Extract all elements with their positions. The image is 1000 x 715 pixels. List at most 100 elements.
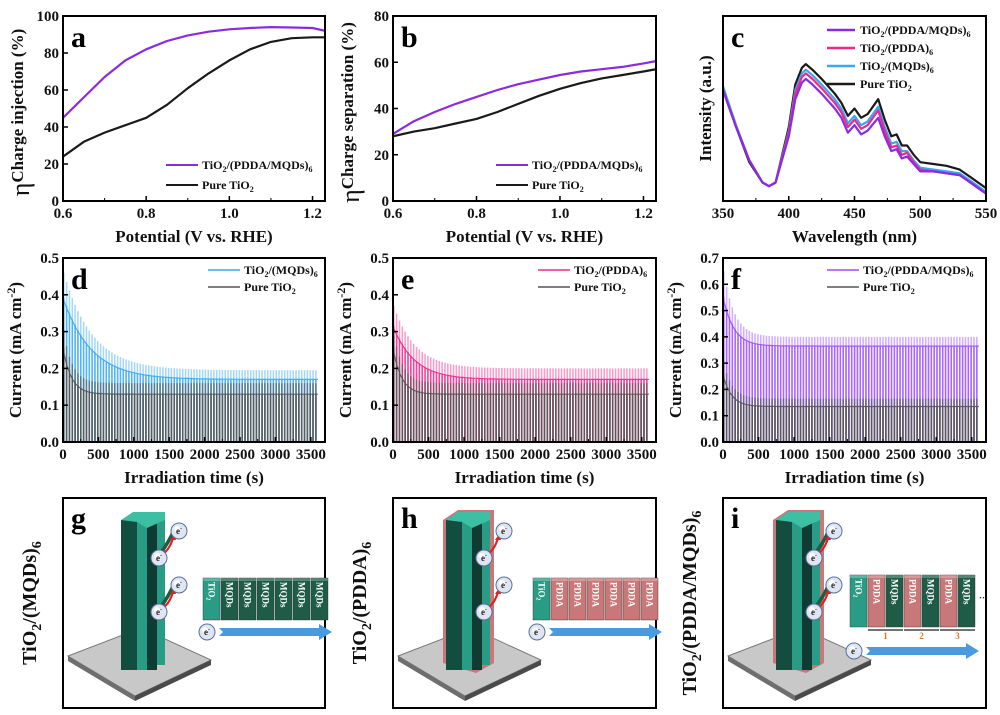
- y-tick-label: 0.4: [40, 288, 59, 304]
- current-pulse-body: [159, 394, 161, 442]
- text-span: 2: [250, 185, 254, 194]
- text-span: Intensity (a.u.): [696, 55, 715, 161]
- series-envelope: [393, 348, 649, 395]
- current-pulse-body: [774, 406, 776, 442]
- current-pulse-body: [515, 394, 517, 442]
- layer-block-label: PDDA: [645, 582, 655, 607]
- electron-highlight: [499, 580, 505, 586]
- current-pulse-body: [822, 346, 825, 442]
- electron-icon: e-: [528, 623, 546, 641]
- current-pulse-body: [879, 406, 881, 442]
- x-tick-label: 1.2: [303, 206, 322, 222]
- text-span: -: [505, 580, 507, 586]
- series-envelope: [63, 348, 318, 395]
- current-pulse-body: [885, 406, 887, 442]
- text-span: 2: [594, 270, 598, 279]
- current-pulse-body: [796, 346, 799, 442]
- text-span: TiO: [532, 158, 552, 172]
- series-line: [393, 68, 656, 138]
- current-pulse-body: [520, 394, 523, 442]
- current-pulse-body: [902, 346, 904, 442]
- electron-label: e-: [156, 553, 162, 563]
- pillar-top: [446, 512, 490, 528]
- current-pulse-body: [102, 393, 105, 442]
- y-tick-label: 0.4: [700, 330, 719, 346]
- panel-label: c: [731, 21, 744, 54]
- current-pulse-body: [939, 406, 941, 442]
- current-pulse-body: [415, 390, 418, 442]
- legend-label: Pure TiO2: [244, 280, 296, 296]
- current-pulse-body: [563, 394, 566, 442]
- layer-block-rect: [885, 574, 904, 628]
- layer-block-bevel: [904, 575, 921, 578]
- current-pulse-body: [162, 394, 164, 442]
- text-span: 2: [535, 597, 541, 600]
- current-pulse-body: [634, 394, 637, 442]
- current-pulse-body: [865, 346, 867, 442]
- text-span: 2: [552, 165, 556, 174]
- current-pulse-body: [173, 394, 176, 442]
- text-span: TiO: [244, 263, 264, 277]
- side-label: TiO2/(PDDA/MQDs)6: [679, 511, 705, 696]
- text-span: e: [811, 553, 815, 563]
- layer-block-bevel: [587, 578, 604, 581]
- current-pulse-body: [269, 394, 272, 442]
- text-span: e: [811, 607, 815, 617]
- electron-label: e-: [204, 627, 210, 637]
- current-pulse-body: [754, 405, 756, 442]
- current-pulse-body: [190, 394, 193, 442]
- layer-block-rect: [568, 577, 587, 621]
- current-pulse-body: [958, 346, 961, 442]
- legend-label: TiO2/(MQDs)6: [860, 59, 934, 75]
- plot-frame: [392, 257, 657, 443]
- layer-block: PDDA: [586, 577, 605, 621]
- layer-block-rect: [550, 577, 569, 621]
- legend-label: TiO2/(PDDA/MQDs)6: [532, 158, 642, 174]
- current-pulse-body: [286, 394, 289, 442]
- current-pulse-body: [213, 394, 215, 442]
- nanorod-pillar: [773, 510, 824, 673]
- text-span: -2: [664, 288, 678, 298]
- text-span: PDDA: [627, 582, 637, 607]
- current-pulse-body: [438, 393, 441, 442]
- current-pulse-body: [592, 394, 594, 442]
- current-pulse-body: [913, 406, 916, 442]
- nanorod-pillar: [121, 512, 165, 670]
- layer-block-bevel: [293, 578, 310, 581]
- current-pulse-body: [782, 406, 785, 442]
- current-pulse-body: [99, 393, 102, 442]
- layer-block: MQDs: [238, 577, 257, 621]
- layer-block-label: PDDA: [573, 582, 583, 607]
- series-line: [63, 36, 325, 158]
- current-pulse-body: [879, 346, 881, 442]
- panel-label: b: [401, 21, 418, 54]
- current-pulse-body: [142, 394, 144, 442]
- text-span: MQDs: [297, 582, 307, 608]
- y-tick-label: 0.1: [40, 398, 59, 414]
- text-span: /(MQDs): [883, 59, 929, 73]
- current-pulse-body: [122, 394, 125, 442]
- text-span: TiO: [860, 23, 880, 37]
- electron-label: e-: [481, 607, 487, 617]
- series-group: [63, 272, 318, 442]
- current-pulse-body: [873, 346, 876, 442]
- layer-block-label: MQDs: [297, 582, 307, 608]
- current-pulse-body: [967, 406, 970, 442]
- plot-frame: [392, 15, 657, 202]
- current-pulse-body: [603, 394, 605, 442]
- current-pulse-body: [552, 394, 554, 442]
- current-pulse-body: [885, 346, 887, 442]
- current-pulse-body: [825, 406, 827, 442]
- current-pulse-body: [742, 338, 745, 442]
- text-span: Charge separation: [338, 54, 357, 189]
- layer-block-bevel: [239, 578, 256, 581]
- layer-block-rect: [532, 577, 551, 621]
- side-label: TiO2/(PDDA)6: [349, 542, 375, 665]
- current-pulse-body: [848, 346, 850, 442]
- current-pulse-body: [970, 406, 972, 442]
- current-pulse-body: [808, 346, 810, 442]
- current-pulse-body: [734, 329, 736, 442]
- current-pulse-body: [529, 394, 532, 442]
- current-pulse-body: [298, 394, 300, 442]
- text-span: PDDA: [872, 579, 882, 604]
